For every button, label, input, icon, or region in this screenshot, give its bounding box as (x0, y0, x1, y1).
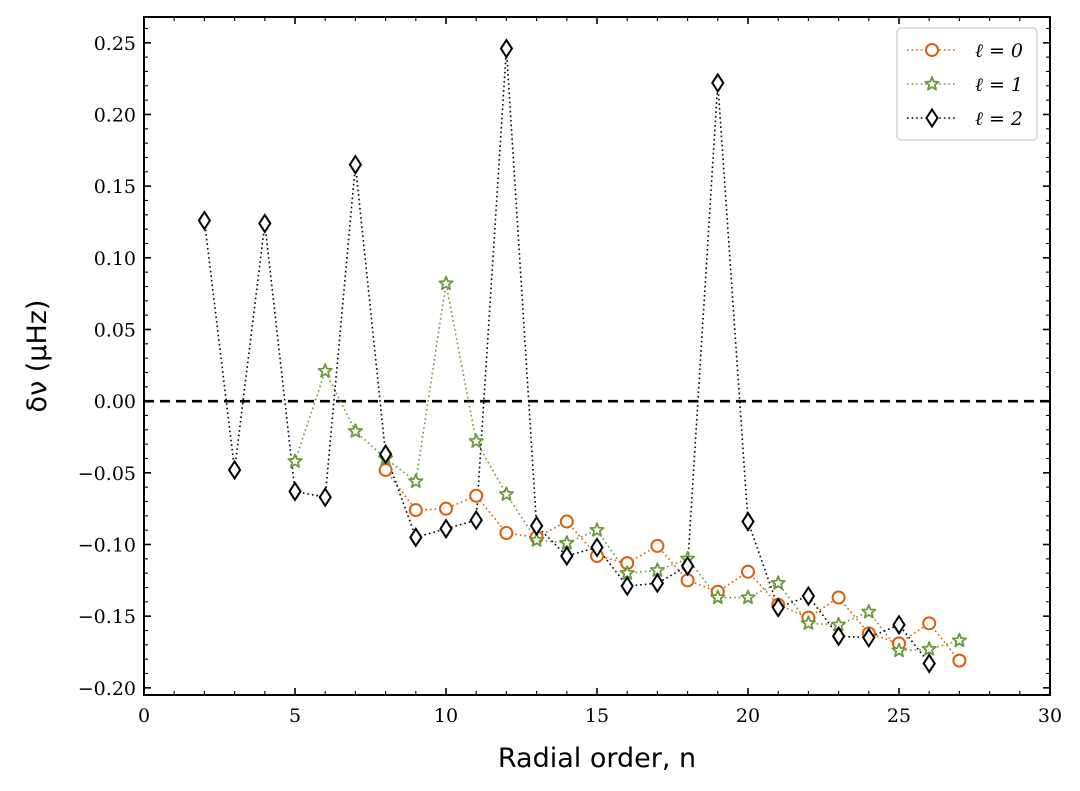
data-point-star (891, 642, 907, 658)
legend-label: ℓ = 1 (975, 74, 1023, 96)
data-point-circle (378, 462, 393, 477)
data-point-star (347, 423, 363, 438)
data-point-circle (922, 616, 937, 631)
data-point-star (921, 641, 937, 656)
y-tick-label: 0.05 (94, 319, 136, 341)
series-line-diamond (203, 48, 930, 664)
x-tick-label: 5 (289, 705, 301, 727)
data-point-diamond (560, 545, 574, 567)
data-point-diamond (227, 459, 242, 481)
data-point-diamond (409, 526, 423, 548)
data-point-diamond (771, 597, 785, 618)
data-point-star (317, 363, 333, 378)
data-point-diamond (620, 575, 634, 597)
data-point-circle (408, 503, 423, 518)
data-point-star (800, 615, 816, 630)
data-point-circle (469, 488, 484, 503)
data-point-star (468, 433, 484, 448)
data-point-star (589, 522, 605, 537)
x-tick-label: 20 (736, 705, 760, 727)
data-point-diamond (590, 537, 604, 558)
data-point-star (770, 575, 786, 590)
data-point-diamond (348, 154, 363, 175)
data-point-circle (831, 590, 846, 605)
x-tick-label: 25 (887, 705, 911, 727)
data-point-diamond (680, 555, 695, 577)
x-tick-label: 10 (434, 705, 458, 727)
data-point-diamond (288, 481, 302, 502)
legend-marker-circle (925, 43, 939, 57)
data-point-star (408, 473, 424, 488)
data-point-diamond (318, 486, 332, 508)
x-tick-label: 15 (585, 705, 609, 727)
data-point-diamond (892, 614, 906, 636)
legend-marker-diamond (925, 107, 939, 129)
data-point-star (438, 275, 454, 291)
series-line-circle (384, 469, 961, 662)
data-point-star (861, 603, 877, 619)
legend-label: ℓ = 0 (975, 40, 1023, 62)
y-tick-label: −0.05 (78, 463, 136, 485)
data-point-star (498, 486, 514, 501)
data-point-diamond (922, 653, 936, 674)
x-axis-label: Radial order, n (498, 743, 696, 774)
data-point-diamond (801, 585, 816, 607)
series-layer (197, 38, 967, 674)
y-tick-label: 0.15 (94, 176, 136, 198)
data-point-circle (650, 538, 665, 553)
data-point-diamond (378, 443, 393, 465)
x-tick-label: 0 (138, 705, 150, 727)
data-point-diamond (741, 511, 755, 532)
y-tick-label: 0.25 (94, 33, 136, 55)
data-point-star (740, 589, 756, 605)
data-point-star (951, 632, 967, 648)
axes-layer: 0 5 10 15 20 25 30 −0.20 −0.15 −0.10 −0.05 0.00 0.05… (78, 16, 1062, 727)
data-point-diamond (529, 515, 544, 537)
y-tick-label: −0.10 (78, 534, 136, 556)
legend-marker-star (924, 76, 940, 91)
y-tick-label: 0.10 (94, 248, 136, 270)
data-point-diamond (831, 625, 846, 647)
data-point-circle (741, 564, 755, 579)
data-point-diamond (258, 213, 272, 234)
data-point-diamond (711, 72, 725, 94)
legend: ℓ = 0 ℓ = 1 ℓ = 2 (896, 27, 1038, 141)
y-tick-label: −0.20 (78, 678, 136, 700)
data-point-diamond (650, 572, 665, 594)
data-point-star (287, 453, 303, 468)
data-point-diamond (499, 38, 514, 59)
y-tick-label: −0.15 (78, 606, 136, 628)
data-point-star (710, 589, 726, 605)
data-point-diamond (469, 509, 483, 531)
x-tick-label: 30 (1038, 705, 1062, 727)
data-point-diamond (197, 210, 212, 231)
data-point-circle (499, 526, 514, 541)
data-point-circle (559, 514, 574, 529)
data-point-star (529, 532, 545, 547)
y-tick-label: 0.20 (94, 104, 136, 126)
data-point-circle (952, 653, 967, 668)
y-tick-label: 0.00 (94, 391, 136, 413)
data-point-diamond (862, 627, 876, 649)
y-axis-label: δν (μHz) (22, 300, 53, 413)
data-point-diamond (439, 518, 453, 540)
data-point-circle (439, 501, 453, 516)
legend-label: ℓ = 2 (975, 108, 1023, 130)
